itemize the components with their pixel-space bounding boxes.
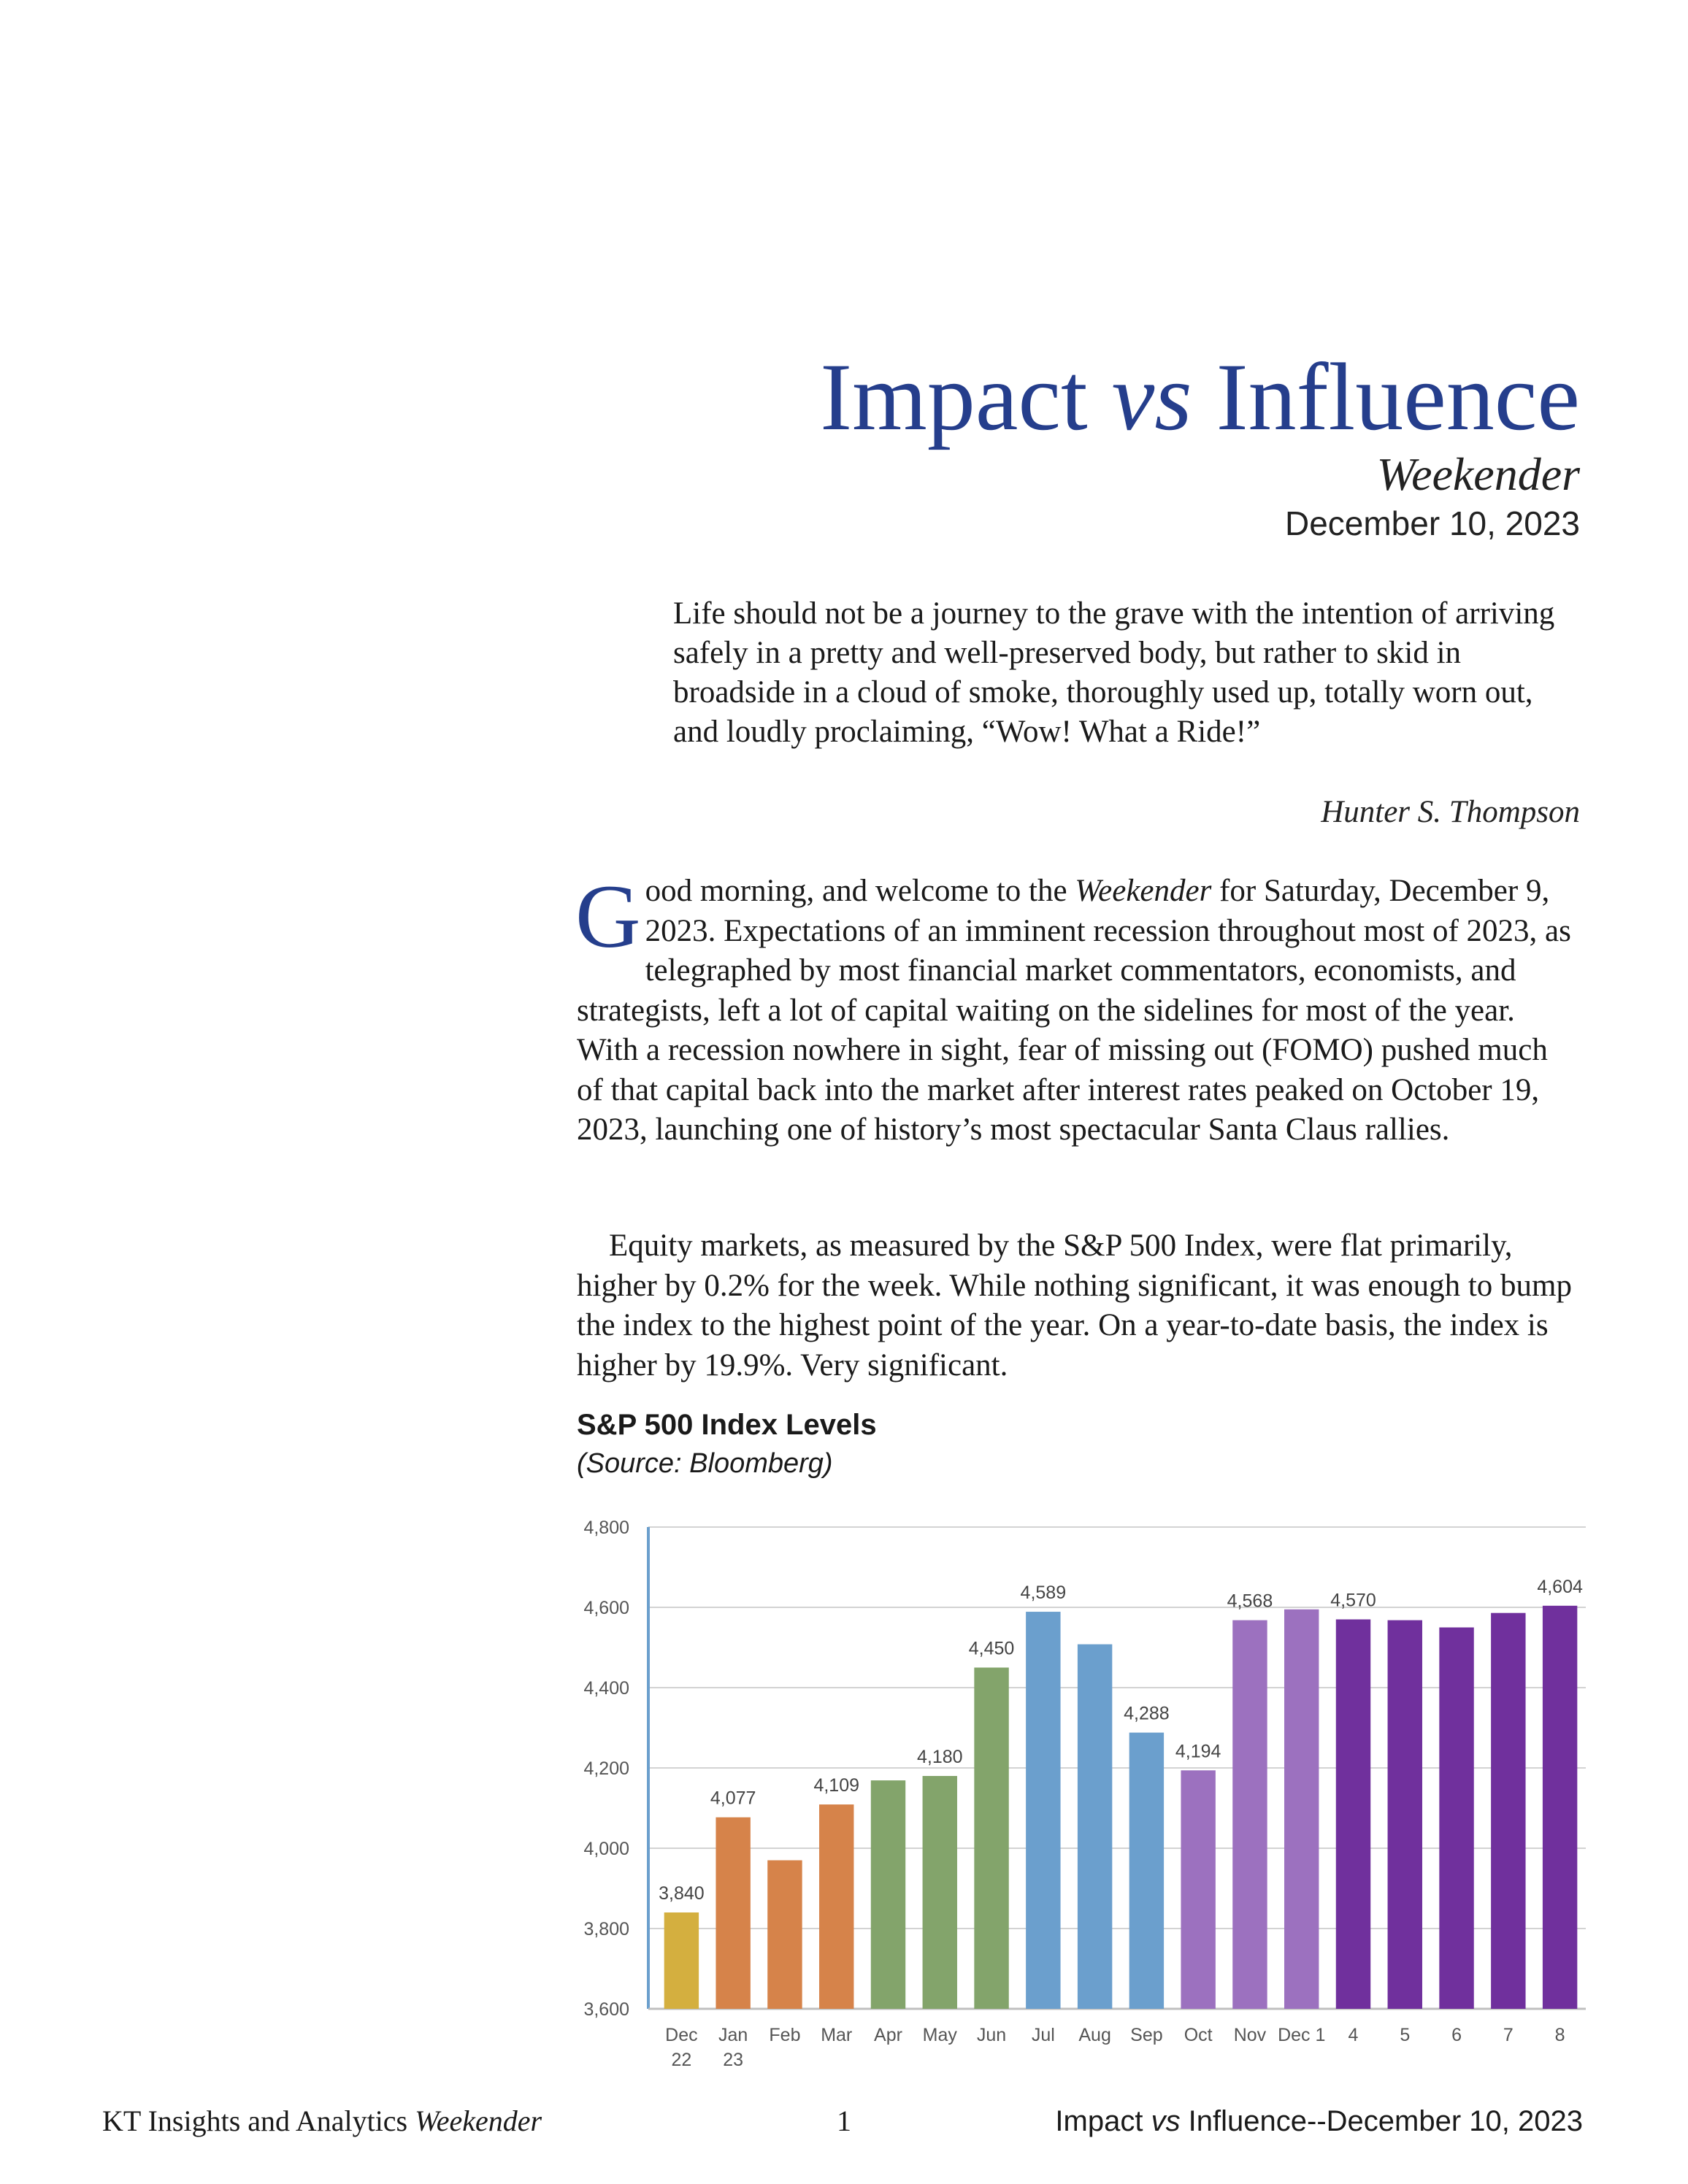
x-tick-label: Nov xyxy=(1234,2025,1267,2045)
bar xyxy=(1077,1644,1113,2009)
footer-title: Impact vs Influence--December 10, 2023 xyxy=(1055,2107,1583,2136)
data-label: 4,077 xyxy=(710,1788,756,1809)
footer-title-vs: vs xyxy=(1151,2105,1181,2137)
x-tick-label: Jun xyxy=(977,2025,1006,2045)
x-tick-label: 7 xyxy=(1503,2025,1514,2045)
paragraph-1-emphasis: Weekender xyxy=(1075,874,1212,908)
bar xyxy=(1439,1627,1474,2009)
y-tick-label: 4,200 xyxy=(583,1758,629,1779)
data-label: 4,570 xyxy=(1330,1591,1376,1611)
bar xyxy=(974,1667,1009,2009)
x-tick-label: Sep xyxy=(1130,2025,1162,2045)
bar xyxy=(664,1912,699,2009)
footer-publication: KT Insights and Analytics Weekender xyxy=(102,2107,542,2136)
bar xyxy=(1387,1620,1422,2009)
bar xyxy=(1232,1620,1267,2009)
footer-title-part2: Influence--December 10, 2023 xyxy=(1180,2105,1583,2137)
y-tick-label: 4,400 xyxy=(583,1678,629,1699)
x-tick-label: Dec 1 xyxy=(1278,2025,1325,2045)
x-tick-label: Apr xyxy=(874,2025,902,2045)
x-tick-label: Jan xyxy=(718,2025,748,2045)
data-label: 4,288 xyxy=(1124,1704,1170,1724)
drop-cap: G xyxy=(575,866,641,966)
footer-publication-emphasis: Weekender xyxy=(415,2104,542,2137)
bar xyxy=(1181,1770,1216,2009)
bar xyxy=(819,1804,854,2009)
footer-publication-name: KT Insights and Analytics xyxy=(102,2104,415,2137)
chart-title: S&P 500 Index Levels xyxy=(577,1409,877,1441)
y-tick-label: 3,600 xyxy=(583,1999,629,2020)
bar xyxy=(1026,1612,1061,2009)
x-tick-label: May xyxy=(923,2025,958,2045)
data-label: 4,604 xyxy=(1537,1577,1583,1597)
paragraph-2-text: Equity markets, as measured by the S&P 5… xyxy=(577,1228,1573,1383)
bar xyxy=(1335,1619,1371,2009)
page-title: Impact vs Influence xyxy=(820,349,1580,445)
x-tick-label: 22 xyxy=(671,2050,691,2066)
data-label: 3,840 xyxy=(659,1883,705,1904)
paragraph-2: Equity markets, as measured by the S&P 5… xyxy=(577,1226,1580,1385)
data-label: 4,568 xyxy=(1227,1591,1273,1612)
bar xyxy=(716,1817,751,2009)
quote-attribution: Hunter S. Thompson xyxy=(1321,795,1580,829)
x-tick-label: 4 xyxy=(1349,2025,1359,2045)
title-part2: Influence xyxy=(1192,343,1580,450)
data-label: 4,450 xyxy=(969,1639,1015,1659)
epigraph-quote: Life should not be a journey to the grav… xyxy=(673,596,1555,749)
x-tick-label: Aug xyxy=(1078,2025,1110,2045)
page-number: 1 xyxy=(837,2104,851,2137)
page-subtitle: Weekender xyxy=(1376,448,1580,500)
data-label: 4,180 xyxy=(917,1747,963,1767)
y-tick-label: 4,800 xyxy=(583,1518,629,1538)
bar xyxy=(1491,1612,1526,2009)
x-tick-label: Oct xyxy=(1184,2025,1213,2045)
bar xyxy=(1284,1609,1319,2009)
x-tick-label: 6 xyxy=(1451,2025,1462,2045)
data-label: 4,109 xyxy=(813,1775,859,1796)
chart-source: (Source: Bloomberg) xyxy=(577,1448,833,1479)
y-tick-label: 4,600 xyxy=(583,1598,629,1618)
x-tick-label: Feb xyxy=(769,2025,800,2045)
x-tick-label: Mar xyxy=(821,2025,852,2045)
x-tick-label: Jul xyxy=(1032,2025,1055,2045)
x-tick-label: 23 xyxy=(723,2050,743,2066)
bar xyxy=(1542,1605,1578,2009)
y-tick-label: 3,800 xyxy=(583,1919,629,1939)
bar xyxy=(1129,1732,1165,2009)
y-tick-label: 4,000 xyxy=(583,1839,629,1859)
paragraph-1-lead: ood morning, and welcome to the xyxy=(645,874,1075,908)
sp500-bar-chart: 3,600 3,800 4,000 4,200 4,400 4,600 4,800 3,840… xyxy=(583,1518,1586,2066)
x-tick-label: 8 xyxy=(1555,2025,1565,2045)
x-tick-label: Dec xyxy=(665,2025,697,2045)
data-label: 4,194 xyxy=(1175,1741,1221,1761)
title-part1: Impact xyxy=(820,343,1112,450)
footer-title-part1: Impact xyxy=(1055,2105,1151,2137)
paragraph-1-rest: for Saturday, December 9, 2023. Expectat… xyxy=(577,874,1571,1147)
bar xyxy=(870,1780,906,2009)
x-tick-label: 5 xyxy=(1400,2025,1410,2045)
title-vs: vs xyxy=(1111,343,1192,450)
page-date: December 10, 2023 xyxy=(1284,504,1580,542)
bar xyxy=(922,1776,957,2009)
bar xyxy=(767,1860,802,2009)
data-label: 4,589 xyxy=(1021,1583,1067,1603)
